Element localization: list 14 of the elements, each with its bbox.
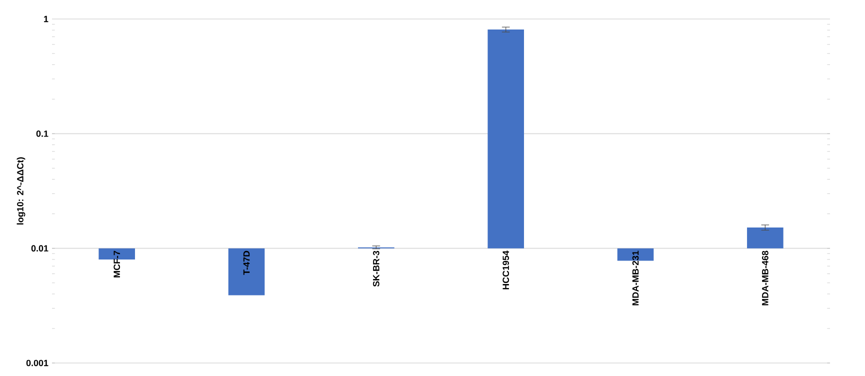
bar bbox=[747, 227, 784, 248]
bar bbox=[488, 29, 524, 248]
bar bbox=[228, 248, 265, 296]
y-tick-label: 0.1 bbox=[36, 130, 48, 137]
x-tick-label: MDA-MB-468 bbox=[762, 250, 768, 306]
y-tick-label: 0.001 bbox=[26, 360, 48, 366]
x-tick-label: SK-BR-3 bbox=[372, 250, 380, 287]
x-tick-label: MDA-MB-231 bbox=[632, 250, 639, 306]
y-tick-label: 1 bbox=[44, 16, 48, 22]
y-axis-title: log10: 2^-ΔΔCt) bbox=[16, 157, 26, 225]
x-tick-label: HCC1954 bbox=[502, 250, 510, 290]
y-tick-label: 0.01 bbox=[31, 245, 48, 252]
x-tick-label: T-47D bbox=[243, 250, 250, 275]
x-tick-label: MCF-7 bbox=[114, 250, 120, 278]
